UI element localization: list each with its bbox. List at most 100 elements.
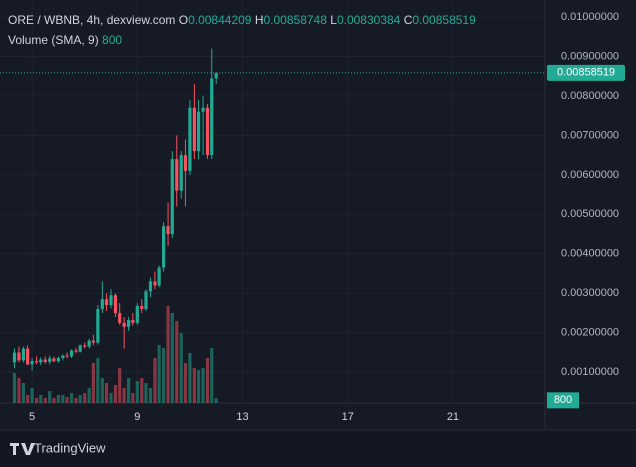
candle-body: [175, 159, 179, 191]
ohlc-value: 0.00830384: [336, 13, 401, 27]
candle-body: [96, 309, 100, 343]
last-price-label: 0.00858519: [557, 67, 615, 79]
ohlc-key: L: [330, 13, 337, 27]
candle-body: [74, 350, 78, 352]
ohlc-value: 0.00844209: [188, 13, 252, 27]
volume-bar: [140, 378, 144, 403]
volume-bar: [127, 378, 131, 403]
x-tick-label: 21: [447, 411, 459, 423]
volume-bar: [96, 358, 100, 403]
candle-body: [43, 359, 47, 362]
candle-body: [157, 267, 161, 286]
x-tick-label: 13: [236, 411, 248, 423]
candle-body: [205, 107, 210, 156]
volume-label: Volume (SMA, 9): [8, 33, 99, 47]
candle-body: [122, 322, 126, 327]
volume-bar: [210, 348, 214, 403]
volume-bar: [69, 393, 74, 403]
y-tick-label: 0.00300000: [561, 287, 619, 299]
y-tick-label: 0.00400000: [561, 248, 619, 260]
candle-body: [170, 159, 174, 235]
candle-body: [48, 358, 52, 362]
candle-body: [179, 155, 183, 191]
y-tick-label: 0.00500000: [561, 208, 619, 220]
volume-bar: [118, 368, 122, 403]
volume-bar: [214, 398, 218, 403]
volume-bar: [87, 388, 91, 403]
candle-body: [214, 72, 218, 79]
candle-body: [140, 305, 144, 310]
ohlc-key: O: [178, 13, 189, 27]
volume-bar: [26, 395, 30, 403]
volume-bar: [48, 391, 52, 403]
candle-body: [188, 107, 192, 171]
volume-sma: 800: [102, 33, 123, 47]
volume-bar: [61, 395, 65, 403]
candle-body: [118, 313, 122, 323]
candle-body: [34, 361, 39, 363]
logo-icon: [10, 443, 35, 455]
y-tick-label: 0.00200000: [561, 327, 619, 339]
y-tick-label: 0.00700000: [561, 129, 619, 141]
candle-body: [135, 305, 139, 323]
volume-bar: [170, 313, 174, 403]
volume-bar: [144, 383, 148, 403]
candle-body: [30, 361, 34, 365]
candle-body: [162, 226, 166, 268]
volume-bar: [135, 381, 139, 403]
volume-bar: [74, 398, 78, 403]
candle-body: [127, 320, 131, 327]
volume-bar: [175, 321, 179, 403]
y-tick-label: 0.00100000: [561, 366, 619, 378]
volume-bar: [109, 393, 113, 403]
y-tick-label: 0.00900000: [561, 50, 619, 62]
y-tick-label: 0.00800000: [561, 90, 619, 102]
x-tick-label: 5: [29, 411, 35, 423]
volume-bar: [153, 358, 157, 403]
candle-body: [148, 281, 153, 292]
volume-bar: [100, 378, 104, 403]
candle-body: [65, 355, 69, 357]
volume-bar: [12, 373, 17, 403]
candle-body: [78, 345, 82, 352]
candle-body: [87, 340, 91, 347]
volume-bar: [131, 393, 135, 403]
volume-bar: [113, 385, 118, 403]
candle-body: [100, 299, 104, 310]
volume-bar: [157, 345, 161, 403]
volume-bar: [104, 383, 109, 403]
volume-bar: [122, 388, 126, 403]
candle-body: [192, 107, 196, 152]
volume-bar: [83, 393, 87, 403]
volume-bar: [52, 398, 56, 403]
candle-body: [83, 345, 87, 347]
volume-bar: [166, 306, 170, 403]
volume-sma-label: 800: [554, 394, 572, 406]
volume-bar: [201, 368, 205, 403]
candle-body: [113, 295, 118, 314]
volume-bar: [30, 388, 34, 403]
candle-body: [144, 291, 148, 310]
candle-body: [39, 359, 43, 363]
volume-bar: [196, 370, 201, 403]
candle-body: [52, 358, 56, 362]
branding: TradingView: [34, 440, 106, 455]
volume-bar: [65, 397, 69, 403]
candle-body: [109, 295, 113, 306]
volume-bar: [148, 388, 153, 403]
x-tick-label: 17: [342, 411, 354, 423]
candle-body: [61, 355, 65, 359]
candle-body: [131, 320, 135, 323]
volume-bar: [188, 353, 192, 403]
volume-bar: [34, 398, 39, 403]
candle-body: [21, 348, 26, 361]
symbol: ORE / WBNB, 4h, dexview.com: [8, 13, 176, 27]
ohlc-value: 0.00858519: [412, 13, 476, 27]
ohlc-value: 0.00858748: [263, 13, 327, 27]
candle-body: [12, 352, 17, 363]
volume-sma-tag: [547, 392, 579, 409]
candle-body: [56, 358, 60, 362]
candle-body: [183, 155, 188, 171]
